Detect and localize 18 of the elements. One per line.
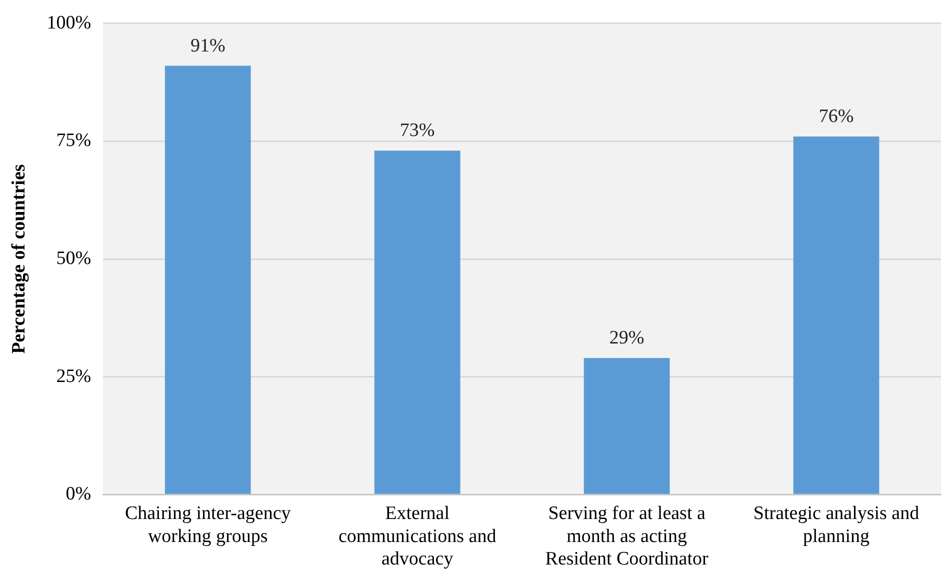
y-axis-title: Percentage of countries bbox=[8, 164, 30, 354]
x-tick-label: External communications and advocacy bbox=[338, 502, 497, 570]
bar bbox=[584, 358, 670, 494]
data-label: 73% bbox=[400, 120, 435, 142]
x-tick-label: Serving for at least a month as acting Resident Coordinator bbox=[545, 502, 709, 570]
x-tick-label: Chairing inter-agency working groups bbox=[124, 502, 292, 547]
y-tick-label: 75% bbox=[56, 130, 92, 152]
y-tick-label: 100% bbox=[46, 12, 92, 34]
data-label: 29% bbox=[609, 327, 644, 348]
x-tick-label: Strategic analysis and planning bbox=[753, 502, 920, 547]
data-label: 76% bbox=[818, 106, 854, 127]
bar bbox=[164, 66, 251, 494]
bar bbox=[793, 136, 880, 494]
y-tick-label: 25% bbox=[56, 366, 92, 387]
y-tick-label: 50% bbox=[56, 248, 92, 269]
data-label: 91% bbox=[190, 35, 226, 56]
y-tick-label: 0% bbox=[66, 484, 92, 505]
bar bbox=[374, 150, 460, 494]
